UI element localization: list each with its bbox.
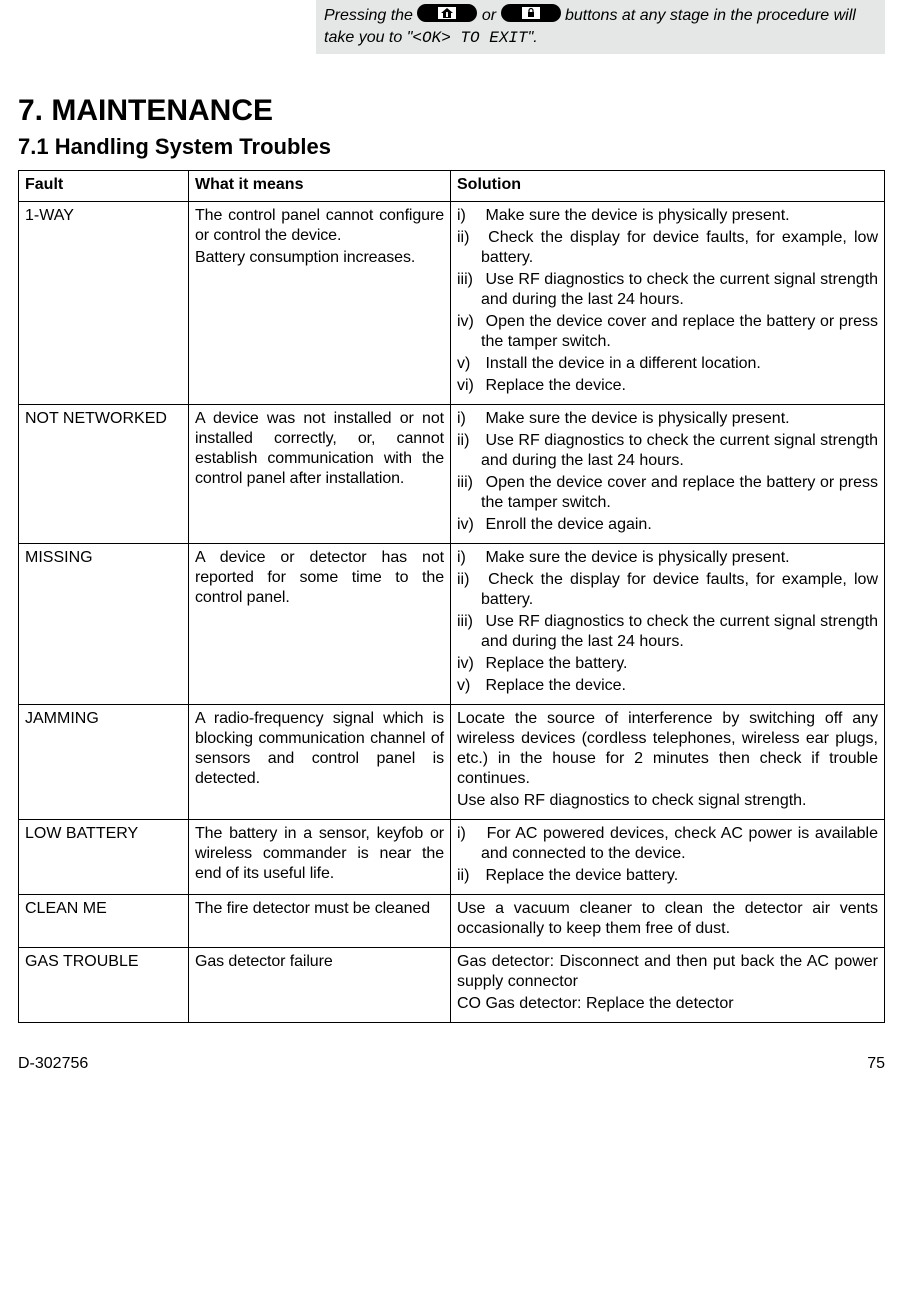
fault-cell: MISSING [19,544,189,705]
table-row: JAMMINGA radio-frequency signal which is… [19,705,885,820]
table-row: CLEAN ME The fire detector must be cleane… [19,895,885,948]
footer: D-302756 75 [18,1055,885,1073]
solution-item: iii) Open the device cover and replace t… [457,473,878,513]
means-para: Battery consumption increases. [195,248,444,268]
solution-cell: Locate the source of interference by swi… [451,705,885,820]
means-para: A radio-frequency signal which is blocki… [195,709,444,789]
means-cell: A device or detector has not reported fo… [189,544,451,705]
solution-cell: Use a vacuum cleaner to clean the detect… [451,895,885,948]
solution-item: ii) Check the display for device faults,… [457,228,878,268]
solution-cell: i) Make sure the device is physically pr… [451,544,885,705]
means-cell: A radio-frequency signal which is blocki… [189,705,451,820]
solution-item: i) For AC powered devices, check AC powe… [457,824,878,864]
note-mono-text: <OK> TO EXIT [412,29,527,47]
note-quote-close: ". [528,29,538,46]
solution-item: iv) Open the device cover and replace th… [457,312,878,352]
solution-item: v) Install the device in a different loc… [457,354,878,374]
page-number: 75 [867,1055,885,1073]
note-text-2: or [482,7,501,24]
table-row: MISSINGA device or detector has not repo… [19,544,885,705]
solution-item: iv) Enroll the device again. [457,515,878,535]
home-button-icon [417,4,477,28]
section-heading: 7. MAINTENANCE [18,94,885,128]
note-text-1: Pressing the [324,7,417,24]
means-para: The fire detector must be cleaned [195,899,444,919]
doc-number: D-302756 [18,1055,88,1073]
means-cell: The control panel cannot configure or co… [189,202,451,405]
solution-item: ii) Replace the device battery. [457,866,878,886]
solution-item: iv) Replace the battery. [457,654,878,674]
solution-cell: i) For AC powered devices, check AC powe… [451,820,885,895]
solution-cell: Gas detector: Disconnect and then put ba… [451,948,885,1023]
note-box: Pressing the or [316,0,885,54]
solution-item: iii) Use RF diagnostics to check the cur… [457,612,878,652]
troubles-table: Fault What it means Solution 1-WAYThe co… [18,170,885,1023]
table-row: GAS TROUBLE Gas detector failure Gas detec… [19,948,885,1023]
fault-cell: CLEAN ME [19,895,189,948]
solution-item: i) Make sure the device is physically pr… [457,409,878,429]
means-para: The battery in a sensor, keyfob or wirel… [195,824,444,884]
means-cell: A device was not installed or not instal… [189,405,451,544]
solution-para: Use a vacuum cleaner to clean the detect… [457,899,878,939]
means-para: Gas detector failure [195,952,444,972]
table-row: LOW BATTERYThe battery in a sensor, keyf… [19,820,885,895]
means-cell: The battery in a sensor, keyfob or wirel… [189,820,451,895]
solution-item: vi) Replace the device. [457,376,878,396]
lock-button-icon [501,4,561,28]
means-para: A device was not installed or not instal… [195,409,444,489]
means-cell: The fire detector must be cleaned [189,895,451,948]
means-para: A device or detector has not reported fo… [195,548,444,608]
means-para: The control panel cannot configure or co… [195,206,444,246]
table-row: 1-WAYThe control panel cannot configure … [19,202,885,405]
fault-cell: 1-WAY [19,202,189,405]
solution-para: Locate the source of interference by swi… [457,709,878,789]
solution-cell: i) Make sure the device is physically pr… [451,405,885,544]
solution-item: i) Make sure the device is physically pr… [457,206,878,226]
means-cell: Gas detector failure [189,948,451,1023]
th-means: What it means [189,171,451,202]
solution-para: CO Gas detector: Replace the detector [457,994,878,1014]
subsection-heading: 7.1 Handling System Troubles [18,134,885,160]
solution-para: Gas detector: Disconnect and then put ba… [457,952,878,992]
table-row: NOT NETWORKEDA device was not installed … [19,405,885,544]
solution-item: iii) Use RF diagnostics to check the cur… [457,270,878,310]
fault-cell: GAS TROUBLE [19,948,189,1023]
solution-item: v) Replace the device. [457,676,878,696]
solution-item: ii) Use RF diagnostics to check the curr… [457,431,878,471]
th-fault: Fault [19,171,189,202]
fault-cell: NOT NETWORKED [19,405,189,544]
solution-para: Use also RF diagnostics to check signal … [457,791,878,811]
th-solution: Solution [451,171,885,202]
solution-item: ii) Check the display for device faults,… [457,570,878,610]
solution-cell: i) Make sure the device is physically pr… [451,202,885,405]
fault-cell: LOW BATTERY [19,820,189,895]
solution-item: i) Make sure the device is physically pr… [457,548,878,568]
fault-cell: JAMMING [19,705,189,820]
